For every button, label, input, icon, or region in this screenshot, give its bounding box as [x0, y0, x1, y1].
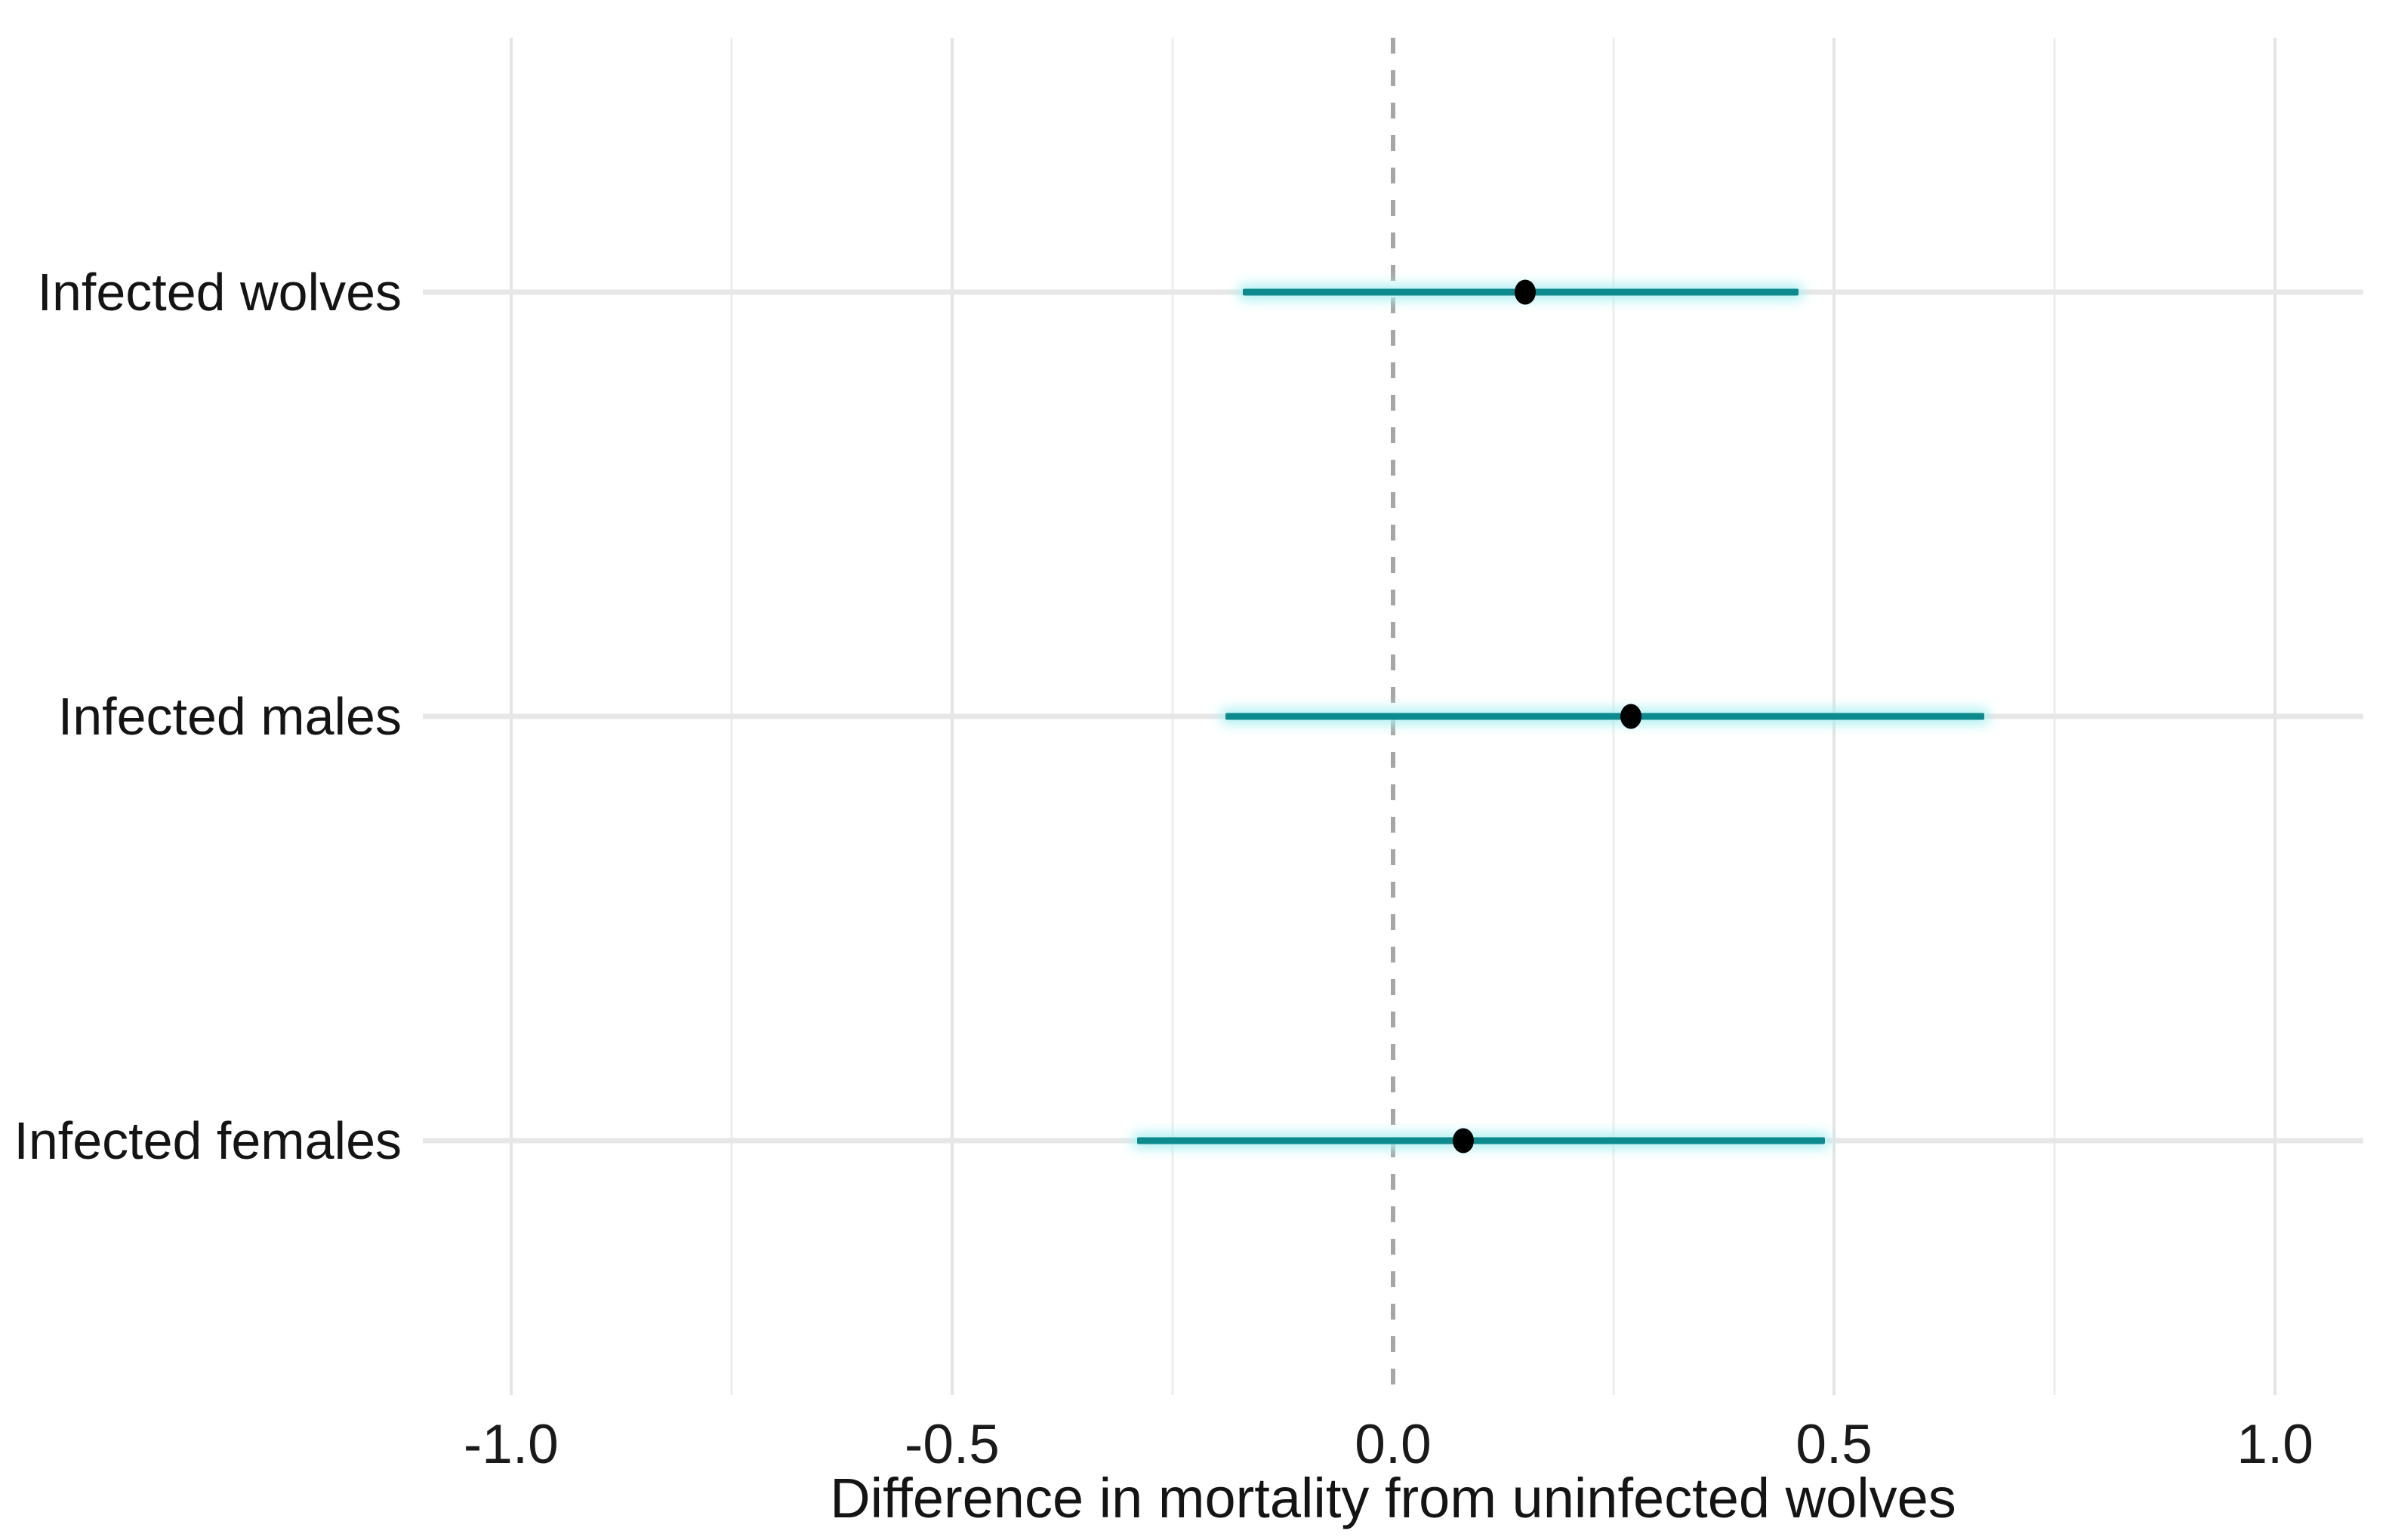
x-tick-label: -0.5	[905, 1414, 1000, 1475]
x-axis-title: Difference in mortality from uninfected …	[830, 1467, 1956, 1529]
ci-interval-infected-males	[1225, 713, 1984, 720]
point-estimate-infected-males	[1620, 704, 1642, 729]
plot-panel	[423, 38, 2363, 1395]
x-tick-label: 0.0	[1355, 1414, 1432, 1475]
category-label-infected-wolves: Infected wolves	[37, 263, 402, 322]
category-label-infected-females: Infected females	[14, 1110, 402, 1170]
x-tick-label: 1.0	[2236, 1414, 2313, 1475]
x-tick-label: 0.5	[1796, 1414, 1873, 1475]
x-tick-label: -1.0	[463, 1414, 559, 1475]
y-axis-category-labels: Infected wolves Infected males Infected fe…	[0, 38, 402, 1395]
ci-interval-infected-females	[1137, 1137, 1826, 1144]
category-label-infected-males: Infected males	[57, 687, 402, 746]
point-estimate-infected-females	[1453, 1128, 1475, 1153]
point-estimate-infected-wolves	[1515, 279, 1537, 305]
x-axis-tick-labels: -1.0 -0.5 0.0 0.5 1.0	[423, 1413, 2363, 1481]
